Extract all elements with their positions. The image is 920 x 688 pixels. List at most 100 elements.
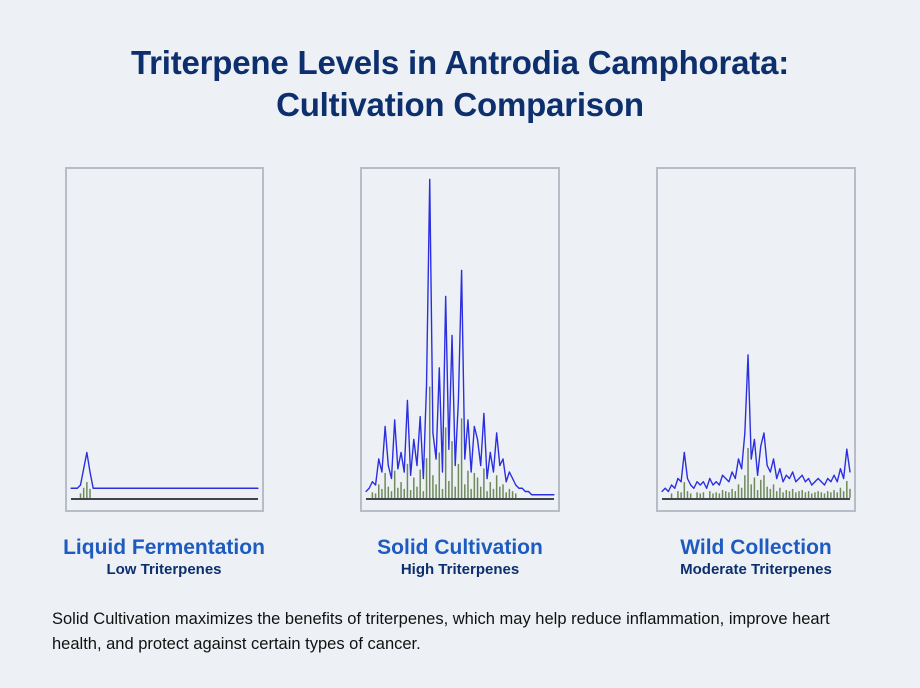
data-point-41 [496, 432, 498, 434]
data-point-39 [489, 451, 491, 454]
data-point-40 [197, 487, 199, 489]
data-point-34 [769, 471, 771, 473]
data-point-34 [473, 425, 475, 428]
data-point-54 [241, 487, 243, 489]
data-point-8 [686, 477, 689, 480]
data-point-51 [232, 487, 234, 489]
data-point-49 [817, 477, 819, 480]
data-point-44 [505, 481, 507, 483]
data-point-4 [378, 458, 380, 460]
data-point-58 [550, 494, 552, 496]
label-liquid: Liquid Fermentation Low Triterpenes [34, 536, 294, 580]
data-point-31 [760, 445, 762, 447]
data-point-46 [216, 487, 218, 489]
data-point-29 [162, 487, 164, 489]
data-point-12 [699, 484, 701, 486]
data-point-25 [741, 468, 743, 470]
data-point-58 [254, 487, 256, 489]
data-point-2 [371, 481, 373, 483]
data-point-1 [664, 487, 666, 489]
data-point-45 [804, 481, 806, 483]
data-point-31 [464, 458, 466, 460]
data-point-11 [105, 487, 107, 489]
data-point-31 [168, 487, 170, 489]
chromatogram-wild [661, 354, 851, 500]
data-point-5 [381, 471, 383, 473]
data-point-3 [670, 484, 673, 486]
data-point-48 [814, 481, 816, 483]
data-point-2 [76, 487, 78, 489]
chromatogram-solid [365, 178, 555, 500]
data-point-44 [209, 487, 212, 489]
data-point-45 [508, 471, 510, 473]
data-point-7 [387, 464, 389, 467]
data-point-11 [696, 481, 698, 483]
data-point-29 [457, 399, 460, 402]
data-point-38 [190, 487, 193, 489]
data-point-2 [667, 490, 669, 493]
data-point-10 [693, 487, 695, 489]
data-point-57 [547, 494, 549, 496]
data-point-40 [788, 477, 791, 480]
data-point-34 [178, 487, 180, 489]
data-point-38 [486, 477, 488, 480]
data-point-20 [429, 178, 431, 181]
data-point-16 [416, 464, 418, 467]
data-point-57 [251, 487, 253, 489]
data-point-18 [718, 484, 720, 486]
data-point-50 [820, 481, 822, 483]
data-point-13 [406, 399, 409, 402]
data-point-7 [683, 451, 685, 454]
data-point-24 [146, 487, 148, 489]
data-point-56 [839, 468, 842, 470]
data-point-1 [368, 487, 370, 489]
data-point-20 [725, 477, 727, 480]
data-point-43 [798, 477, 800, 480]
data-point-33 [174, 487, 177, 489]
data-point-19 [721, 474, 724, 476]
data-point-24 [737, 458, 740, 460]
data-point-50 [228, 487, 231, 489]
data-point-35 [181, 487, 183, 489]
label-liquid-level: Low Triterpenes [106, 561, 222, 578]
data-point-41 [792, 471, 794, 473]
data-point-55 [244, 487, 246, 489]
data-point-53 [238, 487, 240, 489]
data-point-30 [756, 474, 759, 476]
data-point-6 [89, 471, 91, 473]
data-point-17 [715, 481, 717, 483]
data-point-4 [83, 468, 85, 470]
data-point-21 [728, 481, 730, 483]
data-point-22 [140, 487, 142, 489]
data-point-3 [374, 484, 377, 486]
data-point-49 [225, 487, 227, 489]
data-point-51 [823, 484, 826, 486]
data-point-6 [680, 481, 682, 483]
data-point-18 [127, 487, 129, 489]
trace-line [365, 178, 554, 496]
data-point-5 [86, 451, 88, 454]
data-point-6 [384, 425, 386, 428]
data-point-1 [73, 487, 75, 489]
chart-panel-liquid [65, 167, 264, 512]
data-point-43 [206, 487, 208, 489]
data-point-15 [413, 438, 415, 441]
data-point-26 [152, 487, 155, 489]
data-point-32 [763, 432, 765, 434]
data-point-46 [511, 477, 514, 480]
data-point-50 [524, 490, 526, 493]
data-point-24 [441, 471, 444, 473]
data-point-54 [833, 474, 835, 476]
data-point-33 [470, 471, 472, 473]
data-point-27 [747, 354, 749, 356]
label-wild-level: Moderate Triterpenes [680, 561, 832, 578]
data-point-14 [706, 487, 708, 489]
data-point-32 [171, 487, 174, 489]
data-point-37 [187, 487, 189, 489]
data-point-22 [731, 471, 733, 473]
data-point-52 [235, 487, 237, 489]
chromatogram-liquid [70, 451, 259, 500]
data-point-53 [534, 494, 536, 496]
data-point-26 [448, 448, 450, 450]
label-wild: Wild Collection Moderate Triterpenes [626, 536, 886, 580]
